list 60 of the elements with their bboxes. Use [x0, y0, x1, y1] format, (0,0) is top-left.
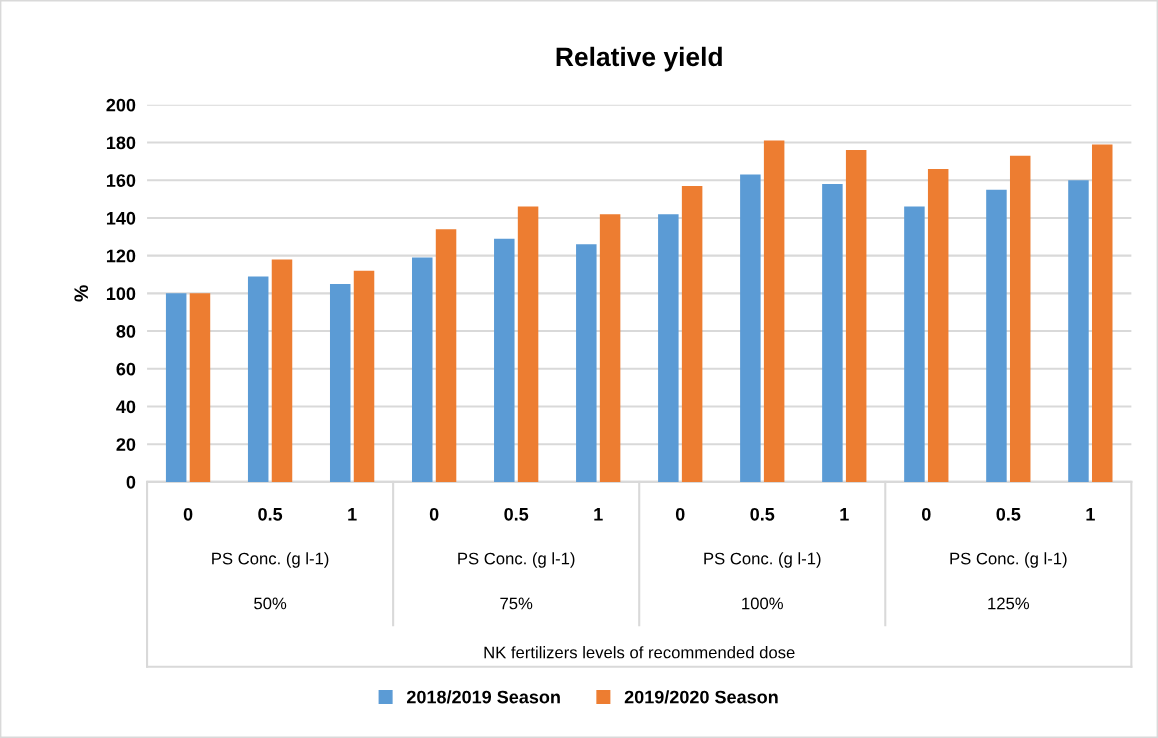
x-tick-label: 0	[183, 507, 193, 521]
x-tick-label: 0.5	[504, 507, 529, 521]
bar	[189, 293, 211, 482]
x-tick-label: 1	[1086, 508, 1095, 521]
y-tick-label: 160	[106, 174, 136, 187]
y-tick-label: 120	[106, 249, 136, 263]
bar	[435, 229, 457, 482]
y-tick-label: 100	[106, 287, 136, 301]
y-tick-label: 60	[116, 362, 136, 376]
bar	[247, 276, 269, 482]
x-tick-label: 1	[594, 508, 603, 521]
bar	[329, 283, 351, 482]
bar	[165, 293, 187, 482]
y-tick-label: 40	[116, 400, 136, 414]
chart-title: Relative yield	[556, 46, 722, 72]
bar	[986, 189, 1007, 482]
bar	[658, 214, 679, 482]
text: 100%	[742, 597, 783, 610]
y-tick-label: 0	[126, 475, 136, 489]
text: PS Conc. (g l-1)	[458, 552, 575, 568]
bar	[353, 270, 375, 482]
x-tick-label: 0.5	[258, 507, 283, 521]
text: PS Conc. (g l-1)	[212, 552, 329, 568]
bar	[599, 214, 621, 482]
x-tick-label: 0	[675, 507, 685, 521]
x-tick-label: 0	[922, 507, 931, 521]
text: PS Conc. (g l-1)	[950, 552, 1067, 568]
bar	[822, 183, 843, 482]
y-tick-label: 80	[116, 325, 136, 338]
legend-label: 2019/2020 Season	[624, 690, 778, 704]
text: 50%	[254, 597, 287, 610]
y-tick-label: 180	[106, 136, 136, 150]
bar	[740, 174, 761, 482]
bar	[904, 206, 925, 482]
bar	[927, 168, 949, 482]
legend-label: 2018/2019 Season	[406, 690, 560, 704]
x-tick-label: 0.5	[996, 507, 1021, 521]
bar	[412, 257, 433, 482]
bar	[1091, 144, 1113, 482]
bar	[763, 140, 785, 482]
text: 75%	[500, 597, 533, 610]
x-tick-label: 0.5	[750, 507, 775, 521]
bar	[576, 244, 597, 482]
x-tick-label: 0	[429, 507, 439, 521]
bar	[1068, 180, 1089, 482]
text: PS Conc. (g l-1)	[704, 552, 821, 568]
bar	[681, 185, 703, 482]
text: NK fertilizers levels of recommended dose	[484, 646, 795, 659]
y-tick-label: 200	[106, 98, 136, 112]
bar	[1009, 155, 1031, 482]
bar	[494, 238, 515, 482]
bar	[517, 206, 539, 482]
y-tick-label: 140	[106, 211, 136, 225]
x-tick-label: 1	[840, 508, 849, 521]
y-axis-title: %	[74, 285, 89, 302]
text: 125%	[988, 597, 1030, 610]
x-tick-label: 1	[348, 508, 357, 521]
bar	[271, 259, 293, 482]
bar	[845, 150, 867, 482]
y-tick-label: 20	[116, 438, 136, 451]
